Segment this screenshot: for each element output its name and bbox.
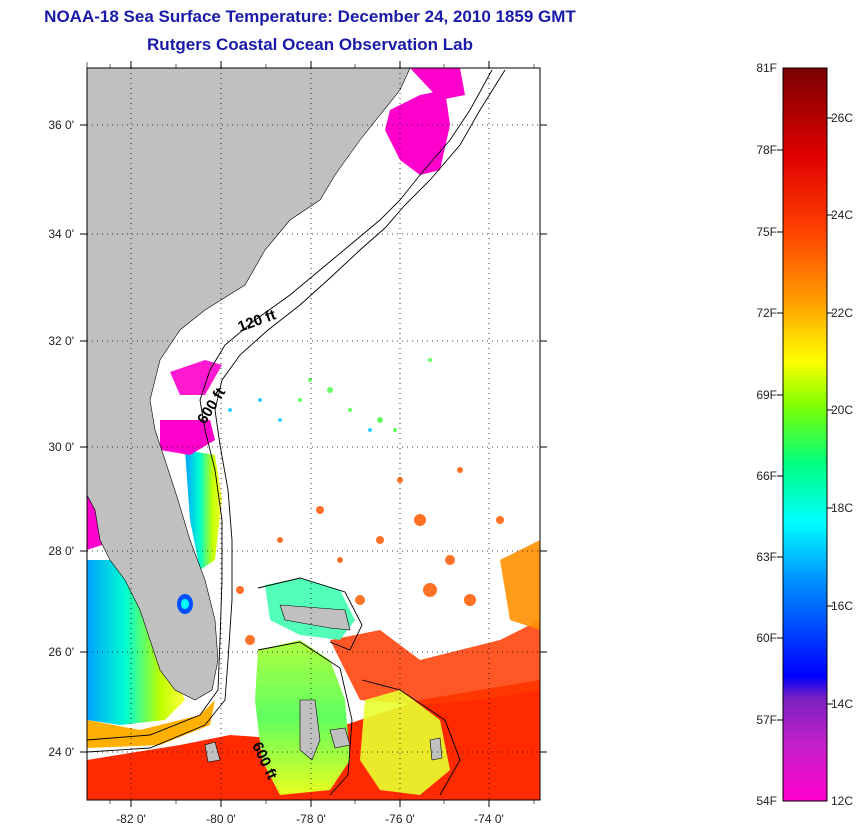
lon-label: -80 0' bbox=[206, 812, 236, 826]
lat-label: 30 0' bbox=[48, 440, 74, 454]
colorbar-f-label: 57F bbox=[756, 713, 777, 727]
lon-label: -82 0' bbox=[116, 812, 146, 826]
longitude-labels: -82 0' -80 0' -78 0' -76 0' -74 0' bbox=[116, 812, 504, 826]
map-title: NOAA-18 Sea Surface Temperature: Decembe… bbox=[44, 7, 576, 26]
map-subtitle: Rutgers Coastal Ocean Observation Lab bbox=[147, 35, 473, 54]
colorbar-f-label: 66F bbox=[756, 469, 777, 483]
colorbar-c-label: 16C bbox=[831, 599, 853, 613]
colorbar-f-label: 54F bbox=[756, 794, 777, 808]
colorbar-c-label: 22C bbox=[831, 306, 853, 320]
map-panel: 120 ft 600 ft 600 ft bbox=[80, 61, 547, 807]
land-layer bbox=[86, 67, 411, 701]
colorbar-f-label: 63F bbox=[756, 550, 777, 564]
graticule-grid bbox=[87, 68, 540, 800]
latitude-labels: 36 0' 34 0' 32 0' 30 0' 28 0' 26 0' 24 0… bbox=[48, 118, 74, 759]
colorbar-f-label: 72F bbox=[756, 306, 777, 320]
colorbar-gradient bbox=[782, 67, 828, 802]
colorbar-c-label: 12C bbox=[831, 794, 853, 808]
lon-label: -74 0' bbox=[474, 812, 504, 826]
lat-label: 32 0' bbox=[48, 334, 74, 348]
colorbar-f-label: 81F bbox=[756, 61, 777, 75]
lon-label: -78 0' bbox=[296, 812, 326, 826]
colorbar-c-label: 18C bbox=[831, 501, 853, 515]
lat-label: 24 0' bbox=[48, 745, 74, 759]
colorbar-c-label: 26C bbox=[831, 111, 853, 125]
colorbar-c-label: 24C bbox=[831, 208, 853, 222]
axis-tick-marks bbox=[80, 61, 547, 807]
colorbar-f-label: 69F bbox=[756, 388, 777, 402]
lat-label: 34 0' bbox=[48, 227, 74, 241]
bathymetry-contours bbox=[86, 69, 506, 796]
lake-okeechobee bbox=[177, 594, 193, 614]
colorbar-c-label: 20C bbox=[831, 403, 853, 417]
lat-label: 36 0' bbox=[48, 118, 74, 132]
lon-label: -76 0' bbox=[385, 812, 415, 826]
lat-label: 28 0' bbox=[48, 544, 74, 558]
lat-label: 26 0' bbox=[48, 645, 74, 659]
colorbar-f-label: 60F bbox=[756, 631, 777, 645]
colorbar-c-label: 14C bbox=[831, 697, 853, 711]
colorbar-f-label: 78F bbox=[756, 143, 777, 157]
temperature-colorbar: 81F 78F 75F 72F 69F 66F 63F 60F 57F 54F … bbox=[756, 61, 853, 808]
colorbar-f-label: 75F bbox=[756, 225, 777, 239]
